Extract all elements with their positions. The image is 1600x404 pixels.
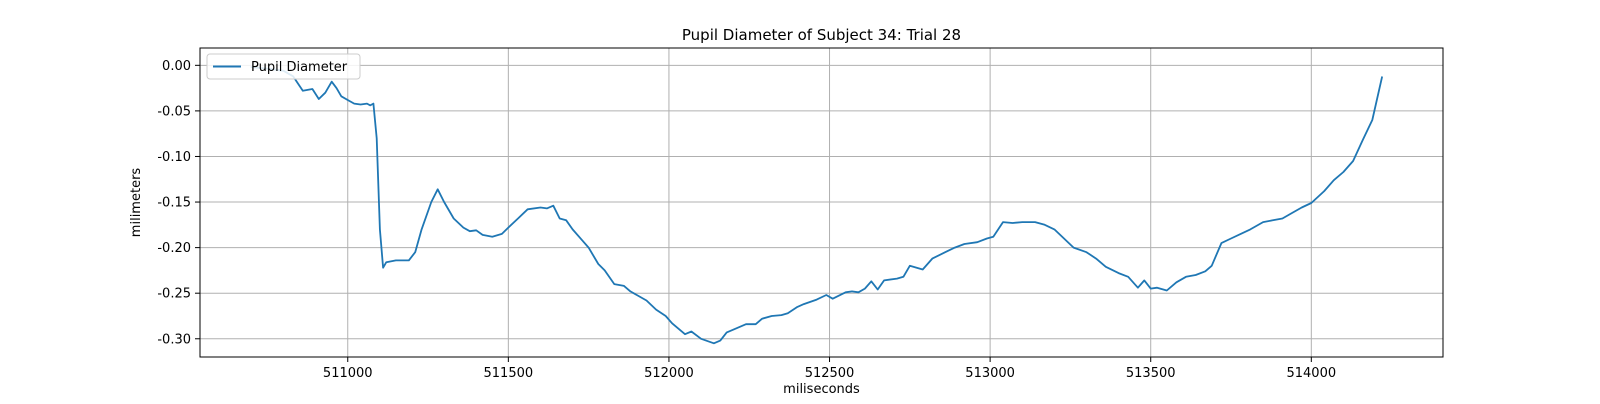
y-tick-label: -0.20 — [157, 241, 191, 256]
y-tick-label: -0.10 — [157, 150, 191, 165]
y-axis-label: milimeters — [129, 168, 144, 238]
x-tick-label: 512500 — [805, 366, 855, 381]
x-axis-label: miliseconds — [783, 382, 860, 397]
x-axis-ticks: 511000 511500 512000 512500 513000 513500 5140… — [323, 357, 1336, 381]
x-tick-label: 511000 — [323, 366, 373, 381]
y-axis-ticks: 0.00 -0.05 -0.10 -0.15 -0.20 -0.25 -0.30 — [157, 59, 200, 347]
x-tick-label: 512000 — [644, 366, 694, 381]
chart-title: Pupil Diameter of Subject 34: Trial 28 — [682, 26, 961, 44]
x-tick-label: 513000 — [965, 366, 1015, 381]
grid-layer — [200, 48, 1443, 357]
legend: Pupil Diameter — [206, 53, 361, 80]
x-tick-label: 513500 — [1126, 366, 1176, 381]
x-tick-label: 511500 — [484, 366, 534, 381]
y-tick-label: -0.05 — [157, 104, 191, 119]
series-layer — [250, 66, 1383, 345]
legend-box — [206, 53, 361, 80]
legend-label: Pupil Diameter — [251, 60, 348, 75]
y-tick-label: -0.15 — [157, 196, 191, 211]
y-tick-label: -0.30 — [157, 332, 191, 347]
y-tick-label: 0.00 — [162, 59, 191, 74]
series-line-pupil-diameter — [250, 66, 1383, 345]
plot-frame — [199, 47, 1444, 358]
y-tick-label: -0.25 — [157, 287, 191, 302]
x-tick-label: 514000 — [1286, 366, 1336, 381]
